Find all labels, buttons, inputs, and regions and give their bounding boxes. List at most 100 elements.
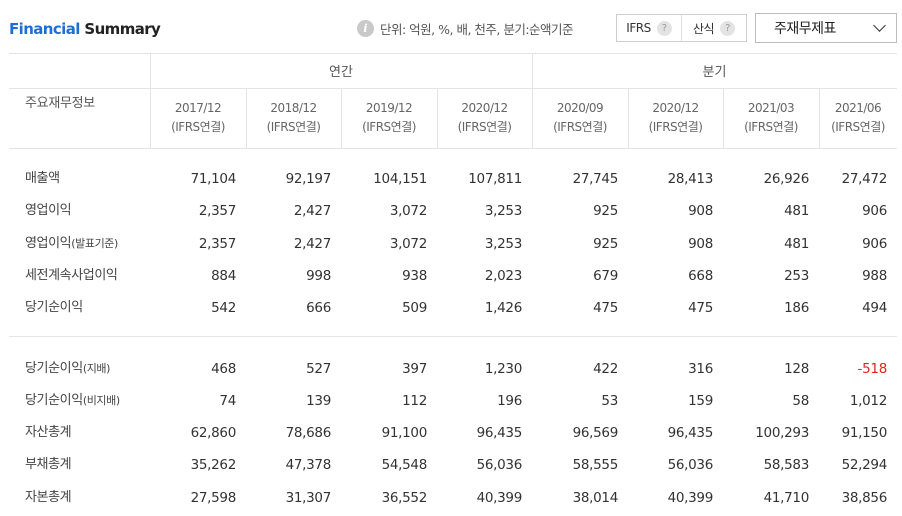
column-header: 2020/12 (IFRS연결) <box>628 89 723 147</box>
table-cell: 100,293 <box>755 425 809 441</box>
table-cell: 906 <box>862 203 887 219</box>
table-cell: 91,150 <box>841 425 888 441</box>
column-basis: (IFRS연결) <box>171 120 225 134</box>
row-label-text: 영업이익 <box>25 203 72 218</box>
table-cell: 139 <box>306 393 331 409</box>
title-accent: Financial <box>9 20 80 38</box>
table-cell: 2,357 <box>198 203 236 219</box>
table-cell: 58,583 <box>763 457 810 473</box>
table-cell: 527 <box>306 361 331 377</box>
formula-label: 산식 <box>692 21 715 36</box>
table-cell: 159 <box>688 393 713 409</box>
row-label: 당기순이익 <box>25 297 83 319</box>
title-rest: Summary <box>79 20 161 38</box>
table-cell: 668 <box>688 268 713 284</box>
table-corner-label: 주요재무정보 <box>25 96 95 111</box>
column-period: 2018/12 <box>270 101 317 115</box>
table-cell: 1,230 <box>484 361 522 377</box>
table-cell: 1,426 <box>484 300 522 316</box>
divider <box>532 53 533 148</box>
table-cell: 27,745 <box>572 171 619 187</box>
table-cell: 96,569 <box>572 425 619 441</box>
table-cell: 96,435 <box>667 425 714 441</box>
row-label-sub: (비지배) <box>82 394 120 407</box>
row-label-text: 영업이익 <box>25 236 72 251</box>
table-cell: 107,811 <box>468 171 522 187</box>
divider <box>9 148 897 149</box>
row-label-text: 당기순이익 <box>25 393 83 408</box>
divider <box>341 88 342 148</box>
table-cell: 52,294 <box>841 457 888 473</box>
table-cell: 31,307 <box>285 490 332 506</box>
table-cell: 475 <box>688 300 713 316</box>
table-cell: 38,014 <box>572 490 619 506</box>
table-cell: 468 <box>211 361 236 377</box>
table-cell: 2,427 <box>293 203 331 219</box>
row-label: 자산총계 <box>25 422 72 444</box>
financial-summary-table: 주요재무정보 연간 분기 2017/12 (IFRS연결) 2018/12 (IFRS연결)… <box>9 53 897 516</box>
question-icon[interactable]: ? <box>720 20 736 36</box>
statement-select-value: 주재무제표 <box>774 21 836 37</box>
ifrs-button[interactable]: IFRS ? <box>617 15 681 41</box>
table-cell: 26,926 <box>763 171 810 187</box>
row-label: 자본총계 <box>25 487 72 509</box>
statement-select[interactable]: 주재무제표 <box>755 13 897 43</box>
row-label: 당기순이익(지배) <box>25 358 110 380</box>
divider <box>9 88 897 89</box>
table-cell: 47,378 <box>285 457 332 473</box>
row-label-text: 매출액 <box>25 171 60 186</box>
table-cell: 2,427 <box>293 236 331 252</box>
table-cell: 56,036 <box>476 457 523 473</box>
chevron-down-icon <box>873 19 886 32</box>
table-cell: 40,399 <box>667 490 714 506</box>
column-basis: (IFRS연결) <box>266 120 321 134</box>
divider <box>628 88 629 148</box>
table-cell: 196 <box>497 393 522 409</box>
table-cell: 74 <box>219 393 236 409</box>
table-cell: 36,552 <box>381 490 428 506</box>
divider <box>723 88 724 148</box>
table-cell: 422 <box>593 361 618 377</box>
row-label: 매출액 <box>25 168 60 190</box>
row-label: 당기순이익(비지배) <box>25 390 120 412</box>
table-cell: 27,598 <box>190 490 237 506</box>
question-icon[interactable]: ? <box>656 20 672 36</box>
table-cell: 3,072 <box>389 203 427 219</box>
table-cell: 2,023 <box>484 268 522 284</box>
table-cell: 104,151 <box>373 171 427 187</box>
table-cell: 509 <box>402 300 427 316</box>
column-period: 2020/12 <box>461 101 508 115</box>
column-period: 2021/06 <box>834 101 882 115</box>
column-header: 2018/12 (IFRS연결) <box>246 89 341 147</box>
table-cell: 925 <box>593 203 618 219</box>
formula-button[interactable]: 산식 ? <box>681 15 746 41</box>
table-cell: 28,413 <box>667 171 714 187</box>
table-cell: 925 <box>593 236 618 252</box>
table-cell: 78,686 <box>285 425 332 441</box>
table-cell: 92,197 <box>285 171 332 187</box>
table-cell: 1,012 <box>849 393 887 409</box>
column-period: 2021/03 <box>747 101 795 115</box>
table-cell: 666 <box>306 300 331 316</box>
table-cell: 62,860 <box>190 425 237 441</box>
column-header: 2017/12 (IFRS연결) <box>150 89 246 147</box>
column-basis: (IFRS연결) <box>648 120 703 134</box>
section-title: Financial Summary <box>9 20 161 38</box>
column-period: 2020/12 <box>652 101 699 115</box>
table-cell: 3,253 <box>484 203 522 219</box>
table-cell: 27,472 <box>841 171 888 187</box>
table-cell: 481 <box>784 236 809 252</box>
divider <box>150 53 151 148</box>
table-cell: 475 <box>593 300 618 316</box>
unit-text: 단위: 억원, %, 배, 천주, 분기:순액기준 <box>380 21 574 37</box>
column-header: 2020/12 (IFRS연결) <box>437 89 532 147</box>
info-icon[interactable]: i <box>357 19 374 37</box>
table-cell: 128 <box>784 361 809 377</box>
row-label-text: 부채총계 <box>25 457 72 472</box>
row-label: 영업이익 <box>25 200 72 222</box>
table-cell: 542 <box>211 300 236 316</box>
table-cell: -518 <box>857 361 888 377</box>
table-cell: 908 <box>688 203 713 219</box>
table-cell: 679 <box>593 268 618 284</box>
table-cell: 35,262 <box>190 457 237 473</box>
